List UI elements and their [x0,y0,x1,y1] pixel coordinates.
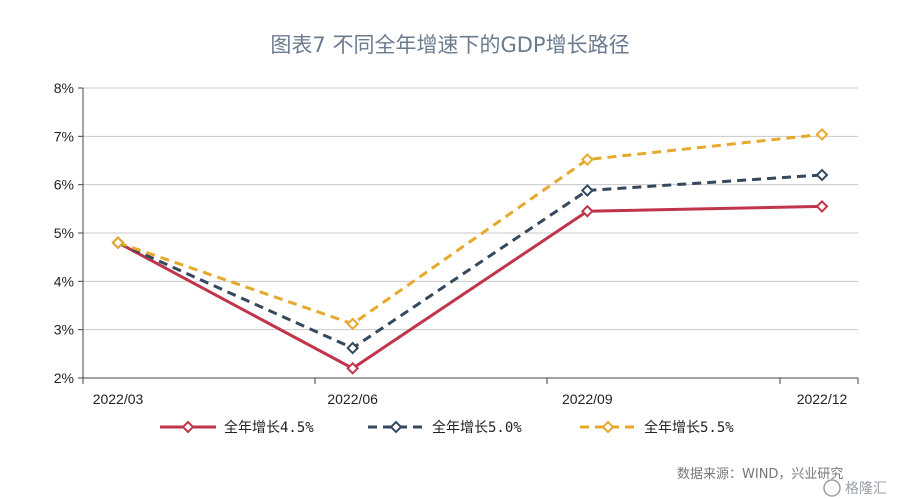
data-point-marker [346,361,360,375]
chart-title: 图表7 不同全年增速下的GDP增长路径 [270,33,629,57]
series-line [117,173,823,350]
x-tick-label: 2022/06 [327,391,378,407]
data-point-marker [580,204,594,218]
x-tick-label: 2022/12 [797,391,848,407]
legend-label: 全年增长5.0% [432,419,522,436]
y-axis-ticks: 2% 3% 4% 5% 6% 7% 8% [54,80,84,386]
watermark-icon [823,479,841,497]
y-tick-label: 5% [54,225,74,241]
legend-item-3: 全年增长5.5% [580,419,734,436]
x-tick-label: 2022/09 [562,391,613,407]
x-tick-label: 2022/03 [93,391,144,407]
watermark-logo: 格隆汇 [823,479,887,497]
y-tick-label: 6% [54,177,74,193]
data-point-marker [346,317,360,331]
series-line [117,132,823,326]
data-point-marker [580,153,594,166]
legend-marker [181,420,195,434]
data-point-marker [111,236,125,250]
y-tick-label: 2% [54,370,74,386]
data-point-marker [815,168,829,182]
legend-marker [389,420,403,434]
legend: 全年增长4.5% 全年增长5.0% 全年增长5.5% [160,419,734,436]
legend-item-1: 全年增长4.5% [160,419,314,436]
watermark-text: 格隆汇 [845,481,887,497]
legend-label: 全年增长4.5% [224,419,314,436]
data-point-marker [815,127,829,141]
y-tick-label: 7% [54,128,74,144]
series-2 [111,168,829,355]
y-tick-label: 8% [54,80,74,96]
series-group [111,127,829,375]
x-axis: 2022/03 2022/06 2022/09 2022/12 [82,377,859,407]
series-3 [111,127,829,331]
grid-lines [83,87,858,331]
data-point-marker [346,341,360,355]
source-note: 数据来源：WIND，兴业研究 [677,467,843,482]
series-line [117,204,823,371]
legend-marker [601,420,615,434]
data-point-marker [580,184,594,197]
legend-item-2: 全年增长5.0% [368,419,522,436]
data-point-marker [815,200,829,213]
y-tick-label: 4% [54,273,74,289]
y-tick-label: 3% [54,322,74,338]
legend-label: 全年增长5.5% [644,419,734,436]
